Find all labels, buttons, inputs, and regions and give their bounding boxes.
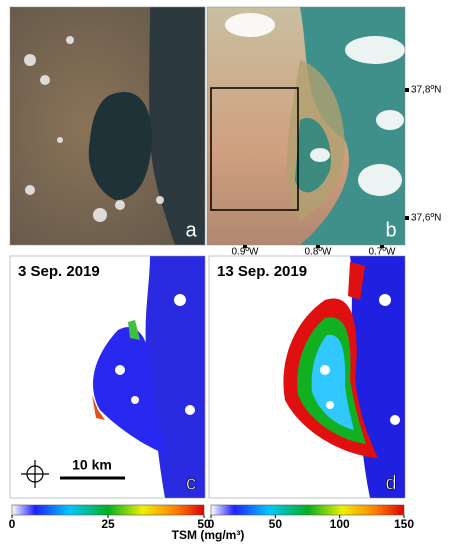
panel-c-image — [10, 256, 205, 498]
panel-frame — [9, 255, 206, 499]
colorbar — [11, 504, 205, 516]
lat-label: 37,6ºN — [411, 213, 441, 224]
panel-title: 3 Sep. 2019 — [18, 263, 100, 280]
colorbar-label: TSM (mg/m³) — [172, 528, 245, 542]
panel-letter: b — [385, 219, 396, 241]
colorbar-tick-label: 50 — [197, 517, 211, 531]
lat-tick — [405, 88, 409, 92]
lat-label: 37,8ºN — [411, 85, 441, 96]
lon-label: 0.9ºW — [232, 247, 260, 258]
panel-a-image — [10, 7, 205, 245]
scale-bar-label: 10 km — [72, 457, 112, 473]
lon-tick — [316, 245, 320, 248]
panel-title: 13 Sep. 2019 — [217, 263, 307, 280]
panel-b-image — [207, 7, 405, 245]
colorbar-tick-label: 0 — [208, 517, 215, 531]
panel-letter: c — [186, 472, 196, 494]
panel-frame — [9, 6, 206, 246]
lon-label: 0.8ºW — [305, 247, 333, 258]
colorbar-tick-label: 0 — [9, 517, 16, 531]
lon-label: 0.7ºW — [369, 247, 397, 258]
lon-tick — [380, 245, 384, 248]
colorbar-tick-label: 50 — [269, 517, 283, 531]
colorbar — [210, 504, 405, 516]
colorbar-tick-label: 100 — [330, 517, 350, 531]
lat-tick — [405, 216, 409, 220]
panel-letter: d — [385, 472, 396, 494]
colorbar-tick-label: 25 — [101, 517, 115, 531]
panel-d-image — [209, 256, 405, 498]
colorbar-tick-label: 150 — [394, 517, 414, 531]
lon-tick — [243, 245, 247, 248]
panel-frame — [208, 255, 406, 499]
panel-frame — [206, 6, 406, 246]
panel-letter: a — [185, 219, 197, 241]
